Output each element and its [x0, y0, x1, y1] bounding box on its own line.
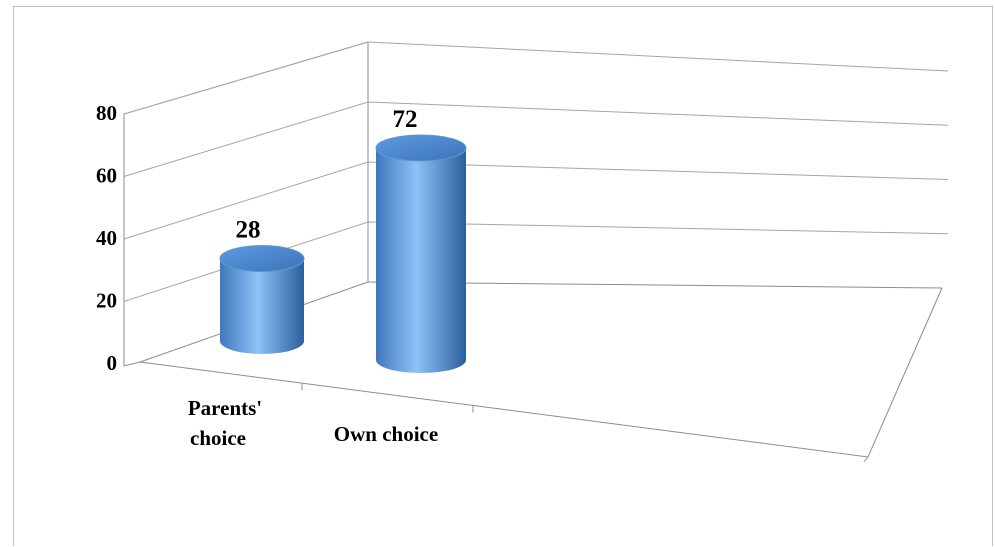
chart-walls: [123, 41, 949, 463]
chart-frame: [13, 6, 993, 546]
bar-top-cap: [219, 245, 305, 273]
y-axis-ticks: 0 20 40 60 80: [96, 101, 117, 375]
gridline-80: [123, 41, 949, 115]
y-tick-label-40: 40: [96, 226, 117, 250]
floor-corner-tick: [863, 456, 869, 463]
bar-1: 28: [219, 217, 305, 354]
category-label-1: Parents' choice: [188, 396, 262, 450]
y-tick-label-0: 0: [107, 351, 118, 375]
y-tick-label-80: 80: [96, 101, 117, 125]
gridline-20: [123, 221, 949, 302]
bar-body: [220, 258, 304, 354]
data-label-2: 72: [393, 106, 418, 133]
gridline-60: [123, 101, 949, 177]
bar-body: [376, 148, 466, 373]
category-labels: Parents' choice Own choice: [188, 396, 438, 450]
data-label-1: 28: [236, 217, 261, 244]
y-tick-label-20: 20: [96, 289, 117, 313]
category-label-2: Own choice: [334, 422, 438, 446]
gridline-40: [123, 161, 949, 240]
bars: 28 72: [219, 106, 467, 373]
y-tick-label-60: 60: [96, 164, 117, 188]
bar-2: 72: [375, 106, 467, 373]
bar-top-cap: [375, 134, 467, 162]
